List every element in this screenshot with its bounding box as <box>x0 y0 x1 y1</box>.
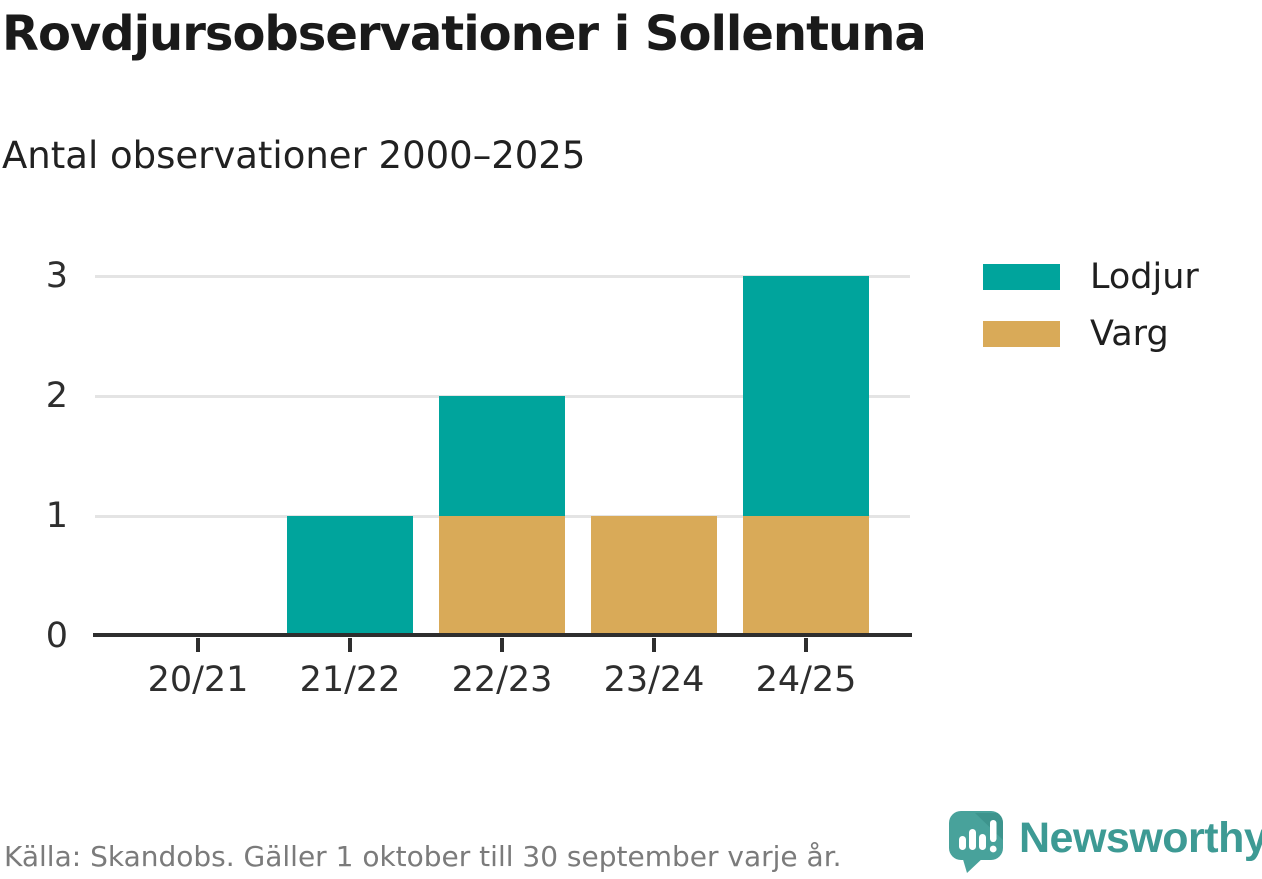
bar-segment-lodjur <box>287 516 413 636</box>
gridline <box>95 275 910 278</box>
x-axis-label: 20/21 <box>147 660 249 700</box>
newsworthy-logo-icon <box>949 811 1003 873</box>
logo-exclamation-bar <box>990 820 997 842</box>
y-axis-label: 1 <box>45 496 68 536</box>
x-axis-tick <box>500 638 504 652</box>
y-axis-label: 3 <box>45 256 68 296</box>
logo-corner-fold <box>975 813 1003 841</box>
x-axis-tick <box>652 638 656 652</box>
x-axis-label: 21/22 <box>299 660 401 700</box>
logo-bar-3 <box>979 834 986 850</box>
x-axis-tick <box>348 638 352 652</box>
bar-segment-varg <box>591 516 717 636</box>
legend-swatch-varg <box>983 321 1060 347</box>
y-axis-label: 2 <box>45 376 68 416</box>
x-axis-line <box>93 633 912 637</box>
bar-segment-lodjur <box>439 396 565 516</box>
brand-wordmark: Newsworthy <box>1019 814 1262 862</box>
x-axis-tick <box>804 638 808 652</box>
x-axis-label: 24/25 <box>755 660 857 700</box>
logo-bar-2 <box>969 829 976 850</box>
legend-item-lodjur: Lodjur <box>983 257 1199 297</box>
chart-title: Rovdjursobservationer i Sollentuna <box>2 6 927 62</box>
bar-segment-varg <box>743 516 869 636</box>
logo-exclamation-dot <box>989 845 997 853</box>
logo-bubble-tail <box>962 856 985 873</box>
x-axis-label: 23/24 <box>603 660 705 700</box>
y-axis-label: 0 <box>45 616 68 656</box>
logo-bar-1 <box>959 836 966 850</box>
legend-label: Varg <box>1090 314 1169 354</box>
brand-lockup: Newsworthy <box>948 810 1262 874</box>
x-axis-label: 22/23 <box>451 660 553 700</box>
legend-swatch-lodjur <box>983 264 1060 290</box>
chart-subtitle: Antal observationer 2000–2025 <box>2 134 586 177</box>
legend-label: Lodjur <box>1090 257 1199 297</box>
source-note: Källa: Skandobs. Gäller 1 oktober till 3… <box>4 840 842 873</box>
legend-item-varg: Varg <box>983 314 1199 354</box>
x-axis-tick <box>196 638 200 652</box>
bar-segment-lodjur <box>743 276 869 516</box>
legend: Lodjur Varg <box>983 257 1199 378</box>
bar-segment-varg <box>439 516 565 636</box>
